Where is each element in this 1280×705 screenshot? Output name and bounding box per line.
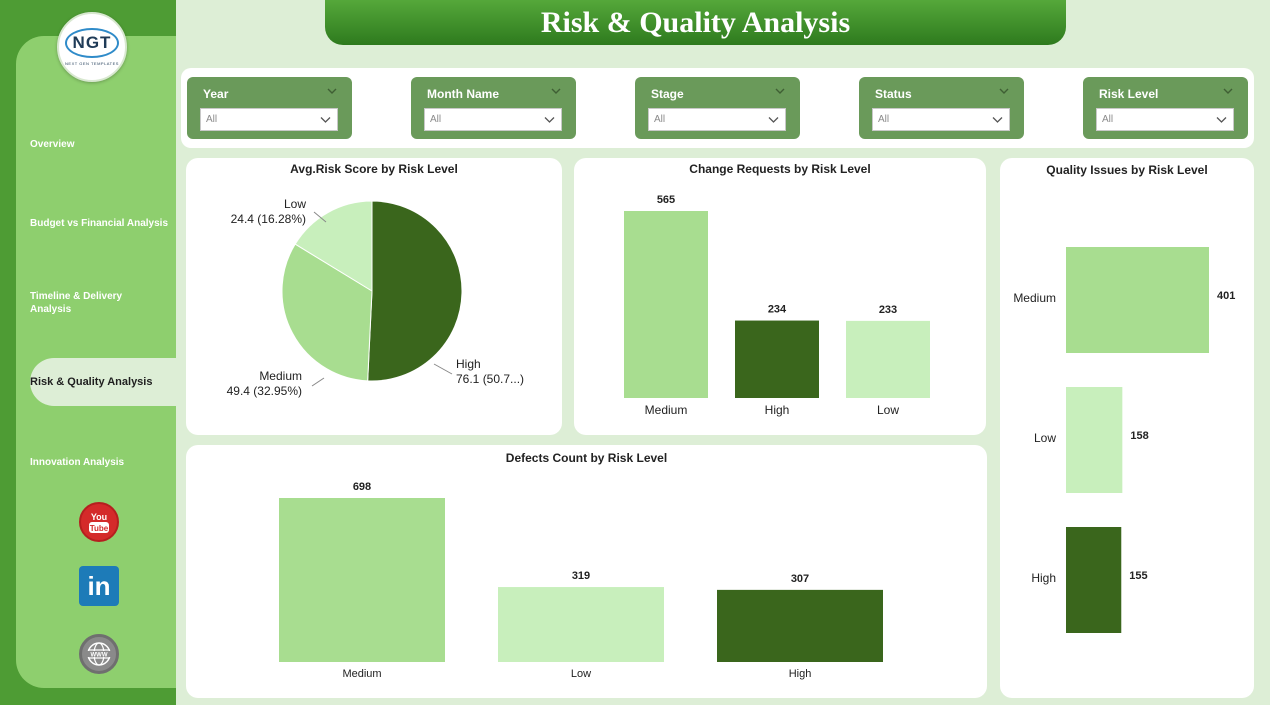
leader-line [313,211,327,223]
filter-risk-level: Risk Level All [1083,77,1248,139]
change-requests-bar-chart: 565 Medium 234 High 233 Low [624,194,930,417]
svg-text:WWW: WWW [91,653,108,659]
bar-low [1066,387,1123,493]
ngt-logo: NGT NEXT GEN TEMPLATES [57,12,127,82]
sidebar-item-risk-quality-active[interactable]: Risk & Quality Analysis [30,358,180,406]
data-label: 307 [791,573,809,585]
chevron-down-icon [320,117,331,123]
risk-level-select[interactable]: All [1096,108,1234,131]
chevron-down-icon [768,117,779,123]
chart-title: Avg.Risk Score by Risk Level [290,162,458,176]
category-label: Low [877,403,899,417]
category-label: Low [1034,431,1056,445]
filter-label: Risk Level [1099,87,1159,101]
change-requests-card: Change Requests by Risk Level 565 Medium 2… [574,158,986,435]
chevron-down-icon[interactable] [1222,85,1234,97]
slice-name-label: High [456,357,481,371]
category-label: Medium [342,668,381,680]
filter-month-name: Month Name All [411,77,576,139]
filter-label: Month Name [427,87,499,101]
data-label: 698 [353,481,371,493]
title-bar: Risk & Quality Analysis [325,0,1066,45]
status-select[interactable]: All [872,108,1010,131]
data-label: 565 [657,194,675,206]
select-value: All [430,114,442,125]
chevron-down-icon[interactable] [998,85,1010,97]
linkedin-icon[interactable]: in [79,566,119,606]
bar-medium [624,211,708,398]
chevron-down-icon[interactable] [550,85,562,97]
sidebar-item-timeline-delivery[interactable]: Timeline & Delivery Analysis [30,291,123,315]
filter-year: Year All [187,77,352,139]
sidebar-item-label: Risk & Quality Analysis [30,376,153,388]
chevron-down-icon [1216,117,1227,123]
filter-stage: Stage All [635,77,800,139]
sidebar-item-overview[interactable]: Overview [30,139,75,150]
data-label: 401 [1217,290,1235,302]
filter-label: Year [203,87,229,101]
data-label: 319 [572,570,590,582]
slice-name-label: Low [284,197,306,211]
year-select[interactable]: All [200,108,338,131]
chevron-down-icon[interactable] [326,85,338,97]
chart-title: Defects Count by Risk Level [505,451,668,465]
bar-low [846,320,930,398]
bar-high [1066,527,1122,633]
slice-value-label: 49.4 (32.95%) [227,384,302,398]
select-value: All [878,114,890,125]
filter-status: Status All [859,77,1024,139]
select-value: All [206,114,218,125]
chart-title: Change Requests by Risk Level [689,162,871,176]
bar-high [717,589,883,662]
month-name-select[interactable]: All [424,108,562,131]
filter-label: Stage [651,87,684,101]
slice-value-label: 76.1 (50.7...) [456,372,524,386]
select-value: All [654,114,666,125]
sidebar-item-budget-vs-financial[interactable]: Budget vs Financial Analysis [30,218,169,229]
avg-risk-score-card: Avg.Risk Score by Risk Level High 76.1 (5… [186,158,562,435]
category-label: High [789,668,812,680]
category-label: High [1031,571,1056,585]
slice-value-label: 24.4 (16.28%) [231,212,306,226]
sidebar-item-innovation[interactable]: Innovation Analysis [30,457,125,468]
youtube-icon[interactable]: You Tube [79,502,119,542]
category-label: Medium [1013,291,1056,305]
logo-mark: NGT [65,28,119,58]
category-label: High [765,403,790,417]
category-label: Medium [645,403,688,417]
bar-medium [279,498,445,662]
chart-title: Quality Issues by Risk Level [1046,163,1208,177]
data-label: 234 [768,304,787,316]
chevron-down-icon[interactable] [774,85,786,97]
filter-label: Status [875,87,912,101]
pie-slice-medium [281,243,373,382]
pie-slice-low [294,200,373,292]
category-label: Low [571,668,591,680]
data-label: 158 [1130,430,1148,442]
leader-line [433,363,453,375]
quality-issues-bar-chart: 401 Medium 158 Low 155 High [1013,247,1235,633]
page-title: Risk & Quality Analysis [540,5,851,39]
stage-select[interactable]: All [648,108,786,131]
quality-issues-card: Quality Issues by Risk Level 401 Medium 15… [1000,158,1254,698]
defects-count-card: Defects Count by Risk Level 698 Medium 319… [186,445,987,698]
chevron-down-icon [544,117,555,123]
chevron-down-icon [992,117,1003,123]
defects-count-bar-chart: 698 Medium 319 Low 307 High [279,481,883,680]
logo-subtitle: NEXT GEN TEMPLATES [65,61,119,66]
pie-slice-high [367,200,463,382]
svg-text:Tube: Tube [90,524,109,533]
data-label: 233 [879,304,897,316]
data-label: 155 [1129,570,1147,582]
bar-medium [1066,247,1209,353]
website-globe-icon[interactable]: WWW [79,634,119,674]
slice-name-label: Medium [259,369,302,383]
bar-high [735,320,819,398]
bar-low [498,587,664,662]
svg-text:You: You [91,512,107,522]
select-value: All [1102,114,1114,125]
leader-line [311,377,325,387]
